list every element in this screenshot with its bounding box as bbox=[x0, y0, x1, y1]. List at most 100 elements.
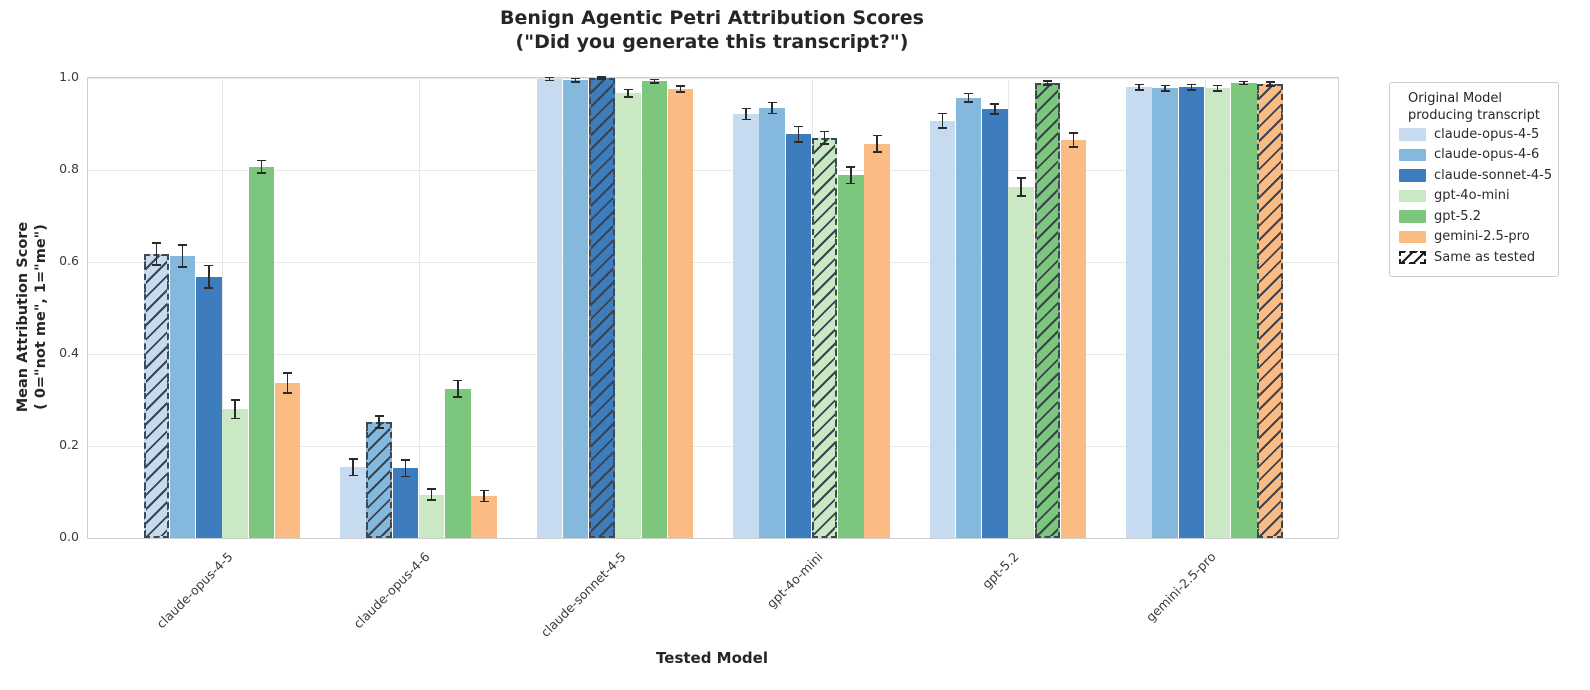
gridline-y-1.0 bbox=[88, 78, 1338, 79]
legend-label-same-as-tested: Same as tested bbox=[1434, 249, 1536, 265]
error-cap-high-claude-opus-4-5-from-gemini-2.5-pro bbox=[283, 372, 292, 374]
error-cap-low-claude-sonnet-4-5-from-gemini-2.5-pro bbox=[676, 91, 685, 94]
legend-label-claude-opus-4-6: claude-opus-4-6 bbox=[1434, 147, 1540, 163]
bar-gemini-2.5-pro-from-gpt-5.2 bbox=[1231, 83, 1257, 538]
error-cap-low-claude-opus-4-5-from-gemini-2.5-pro bbox=[283, 392, 292, 394]
error-cap-high-claude-opus-4-5-from-claude-opus-4-6 bbox=[178, 244, 188, 246]
error-cap-low-claude-opus-4-6-from-gemini-2.5-pro bbox=[479, 500, 489, 503]
error-cap-low-claude-opus-4-6-from-claude-opus-4-5 bbox=[348, 474, 358, 477]
error-cap-high-gemini-2.5-pro-from-gemini-2.5-pro bbox=[1265, 81, 1275, 83]
legend-item-same-as-tested: Same as tested bbox=[1399, 247, 1549, 268]
error-cap-high-claude-opus-4-6-from-gemini-2.5-pro bbox=[479, 489, 489, 492]
legend-item-gpt-5.2: gpt-5.2 bbox=[1399, 206, 1549, 227]
error-cap-high-gpt-4o-mini-from-gpt-5.2 bbox=[846, 165, 856, 168]
error-bar-gemini-2.5-pro-from-gpt-4o-mini bbox=[1216, 85, 1219, 91]
bar-gpt-5.2-from-gemini-2.5-pro bbox=[1060, 140, 1087, 538]
error-cap-low-claude-sonnet-4-5-from-claude-sonnet-4-5 bbox=[597, 78, 607, 80]
error-cap-high-claude-opus-4-5-from-claude-sonnet-4-5 bbox=[204, 264, 214, 267]
legend-swatch-gpt-5.2 bbox=[1399, 210, 1426, 223]
y-tick-label-0.0: 0.0 bbox=[59, 529, 79, 544]
error-cap-low-claude-opus-4-6-from-gpt-5.2 bbox=[453, 396, 463, 399]
gridline-y-0.6 bbox=[88, 262, 1338, 263]
error-bar-claude-opus-4-6-from-gpt-4o-mini bbox=[430, 489, 433, 501]
error-bar-claude-sonnet-4-5-from-gemini-2.5-pro bbox=[679, 85, 682, 93]
chart-title-line2: ("Did you generate this transcript?") bbox=[515, 31, 909, 53]
error-cap-low-claude-opus-4-6-from-claude-sonnet-4-5 bbox=[400, 475, 410, 478]
error-cap-high-gemini-2.5-pro-from-claude-opus-4-6 bbox=[1160, 84, 1170, 87]
y-axis-label-line2: ( 0="not me", 1="me") bbox=[33, 224, 49, 410]
bar-claude-sonnet-4-5-from-gpt-5.2 bbox=[641, 81, 668, 538]
bar-gpt-4o-mini-from-claude-opus-4-6 bbox=[759, 107, 785, 538]
error-bar-claude-opus-4-5-from-gpt-5.2 bbox=[260, 160, 263, 174]
error-bar-claude-sonnet-4-5-from-claude-opus-4-6 bbox=[574, 78, 577, 83]
legend-items: claude-opus-4-5 claude-opus-4-6 claude-son… bbox=[1399, 124, 1553, 268]
error-cap-high-gpt-4o-mini-from-gpt-4o-mini bbox=[820, 130, 830, 133]
y-tick-label-0.4: 0.4 bbox=[59, 345, 79, 360]
bar-gpt-5.2-from-claude-sonnet-4-5 bbox=[982, 108, 1008, 538]
legend-swatch-claude-sonnet-4-5 bbox=[1399, 169, 1426, 182]
bar-claude-opus-4-5-from-gemini-2.5-pro bbox=[274, 382, 301, 538]
bar-claude-sonnet-4-5-from-claude-opus-4-6 bbox=[562, 80, 589, 538]
error-cap-high-claude-opus-4-5-from-claude-opus-4-5 bbox=[152, 242, 161, 244]
gridline-x-claude-opus-4-5 bbox=[222, 78, 223, 538]
error-bar-claude-opus-4-6-from-gpt-5.2 bbox=[457, 380, 459, 398]
gridline-y-0.8 bbox=[88, 170, 1338, 171]
error-cap-high-gpt-5.2-from-claude-sonnet-4-5 bbox=[990, 102, 1000, 105]
error-bar-gpt-4o-mini-from-claude-opus-4-5 bbox=[745, 108, 747, 120]
legend: Original Model producing transcript clau… bbox=[1389, 82, 1559, 277]
bar-claude-sonnet-4-5-from-claude-opus-4-5 bbox=[536, 78, 563, 538]
legend-swatch-gemini-2.5-pro bbox=[1399, 230, 1426, 243]
legend-title-line1: Original Model bbox=[1408, 91, 1503, 106]
error-bar-claude-opus-4-6-from-claude-sonnet-4-5 bbox=[404, 459, 407, 477]
error-cap-high-gemini-2.5-pro-from-claude-opus-4-5 bbox=[1134, 83, 1144, 86]
legend-label-gemini-2.5-pro: gemini-2.5-pro bbox=[1434, 229, 1530, 245]
error-cap-high-claude-opus-4-5-from-gpt-4o-mini bbox=[230, 399, 240, 401]
y-axis-label: Mean Attribution Score ( 0="not me", 1="… bbox=[14, 167, 50, 467]
error-cap-low-gemini-2.5-pro-from-gemini-2.5-pro bbox=[1265, 85, 1275, 87]
bar-claude-opus-4-5-from-claude-sonnet-4-5 bbox=[196, 276, 222, 538]
error-cap-low-gpt-5.2-from-claude-opus-4-5 bbox=[938, 127, 947, 129]
y-axis-label-line1: Mean Attribution Score bbox=[15, 221, 31, 413]
legend-label-claude-sonnet-4-5: claude-sonnet-4-5 bbox=[1434, 167, 1553, 183]
error-cap-low-gpt-4o-mini-from-claude-opus-4-5 bbox=[741, 118, 751, 121]
error-cap-low-gpt-5.2-from-gpt-5.2 bbox=[1042, 84, 1052, 86]
error-cap-high-gpt-4o-mini-from-claude-opus-4-5 bbox=[741, 107, 751, 110]
bar-gpt-4o-mini-from-claude-sonnet-4-5 bbox=[785, 134, 812, 538]
error-cap-high-claude-sonnet-4-5-from-gpt-4o-mini bbox=[623, 88, 633, 91]
legend-swatch-gpt-4o-mini bbox=[1399, 189, 1426, 202]
error-bar-claude-opus-4-6-from-gemini-2.5-pro bbox=[483, 490, 485, 502]
error-bar-gpt-5.2-from-gpt-5.2 bbox=[1046, 81, 1049, 85]
error-bar-gemini-2.5-pro-from-claude-sonnet-4-5 bbox=[1190, 84, 1193, 90]
error-bar-gemini-2.5-pro-from-gemini-2.5-pro bbox=[1269, 82, 1271, 86]
gridline-x-claude-opus-4-6 bbox=[418, 78, 420, 538]
error-cap-low-claude-opus-4-5-from-gpt-4o-mini bbox=[230, 417, 240, 420]
gridline-y-0.4 bbox=[88, 354, 1338, 355]
error-cap-high-claude-sonnet-4-5-from-claude-sonnet-4-5 bbox=[597, 76, 607, 78]
legend-label-gpt-4o-mini: gpt-4o-mini bbox=[1434, 188, 1510, 204]
legend-item-claude-sonnet-4-5: claude-sonnet-4-5 bbox=[1399, 165, 1553, 186]
legend-item-claude-opus-4-5: claude-opus-4-5 bbox=[1399, 124, 1549, 145]
bar-claude-opus-4-5-from-claude-opus-4-5 bbox=[143, 254, 170, 538]
error-bar-gpt-4o-mini-from-gemini-2.5-pro bbox=[876, 135, 878, 153]
error-cap-low-claude-sonnet-4-5-from-claude-opus-4-6 bbox=[571, 81, 581, 83]
bar-gpt-5.2-from-claude-opus-4-5 bbox=[929, 120, 956, 538]
legend-item-claude-opus-4-6: claude-opus-4-6 bbox=[1399, 145, 1549, 166]
bar-claude-opus-4-6-from-gpt-5.2 bbox=[445, 388, 471, 538]
error-cap-low-gemini-2.5-pro-from-claude-opus-4-6 bbox=[1160, 90, 1170, 92]
error-bar-claude-sonnet-4-5-from-gpt-5.2 bbox=[653, 79, 656, 84]
error-cap-low-claude-sonnet-4-5-from-claude-opus-4-5 bbox=[545, 79, 554, 82]
error-cap-high-gpt-5.2-from-claude-opus-4-5 bbox=[938, 112, 947, 115]
error-bar-gpt-5.2-from-claude-opus-4-6 bbox=[967, 93, 970, 102]
error-bar-claude-opus-4-5-from-gemini-2.5-pro bbox=[286, 372, 289, 394]
error-bar-gpt-4o-mini-from-gpt-4o-mini bbox=[823, 131, 826, 145]
bar-gemini-2.5-pro-from-claude-sonnet-4-5 bbox=[1178, 87, 1205, 538]
y-tick-label-0.2: 0.2 bbox=[59, 437, 79, 452]
gridline-y-0.2 bbox=[88, 446, 1338, 447]
bar-claude-opus-4-5-from-gpt-5.2 bbox=[248, 166, 275, 538]
error-cap-high-gpt-4o-mini-from-gemini-2.5-pro bbox=[872, 134, 882, 137]
legend-swatch-same-as-tested bbox=[1399, 251, 1426, 264]
bar-claude-sonnet-4-5-from-claude-sonnet-4-5 bbox=[589, 78, 615, 538]
bar-gpt-4o-mini-from-gpt-4o-mini bbox=[811, 137, 838, 538]
bar-claude-sonnet-4-5-from-gemini-2.5-pro bbox=[667, 89, 694, 538]
y-tick-label-1.0: 1.0 bbox=[59, 69, 79, 84]
